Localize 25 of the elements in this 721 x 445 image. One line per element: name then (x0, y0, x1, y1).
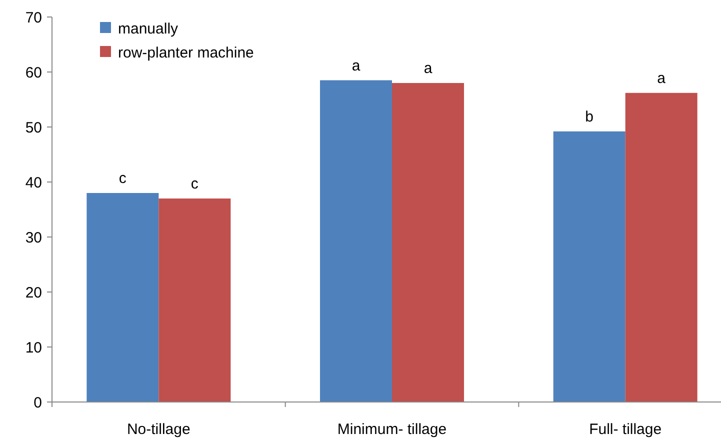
y-tick-label: 70 (25, 9, 42, 26)
x-tick-label: No-tillage (126, 421, 190, 438)
legend-label: manually (118, 20, 179, 38)
data-label: b (585, 108, 594, 126)
y-tick-label: 0 (34, 394, 42, 412)
bar (158, 198, 231, 402)
data-label: a (352, 57, 361, 74)
bar (553, 131, 626, 402)
y-tick-label: 40 (25, 174, 42, 192)
x-tick-label: Minimum- tillage (337, 421, 447, 438)
y-tick-label: 50 (25, 119, 42, 136)
bar (625, 92, 698, 402)
bar (392, 83, 464, 402)
y-tick-label: 60 (25, 64, 42, 82)
legend-label: row-planter machine (118, 44, 254, 62)
data-label: c (190, 176, 199, 192)
data-label: a (424, 60, 433, 77)
y-tick-label: 30 (25, 229, 42, 246)
bar (320, 80, 392, 402)
y-tick-label: 10 (25, 339, 42, 356)
x-tick-label: Full- tillage (589, 421, 662, 438)
bar (86, 193, 159, 402)
data-label: a (657, 70, 666, 87)
y-tick-label: 20 (25, 284, 42, 302)
data-label: c (118, 170, 127, 187)
